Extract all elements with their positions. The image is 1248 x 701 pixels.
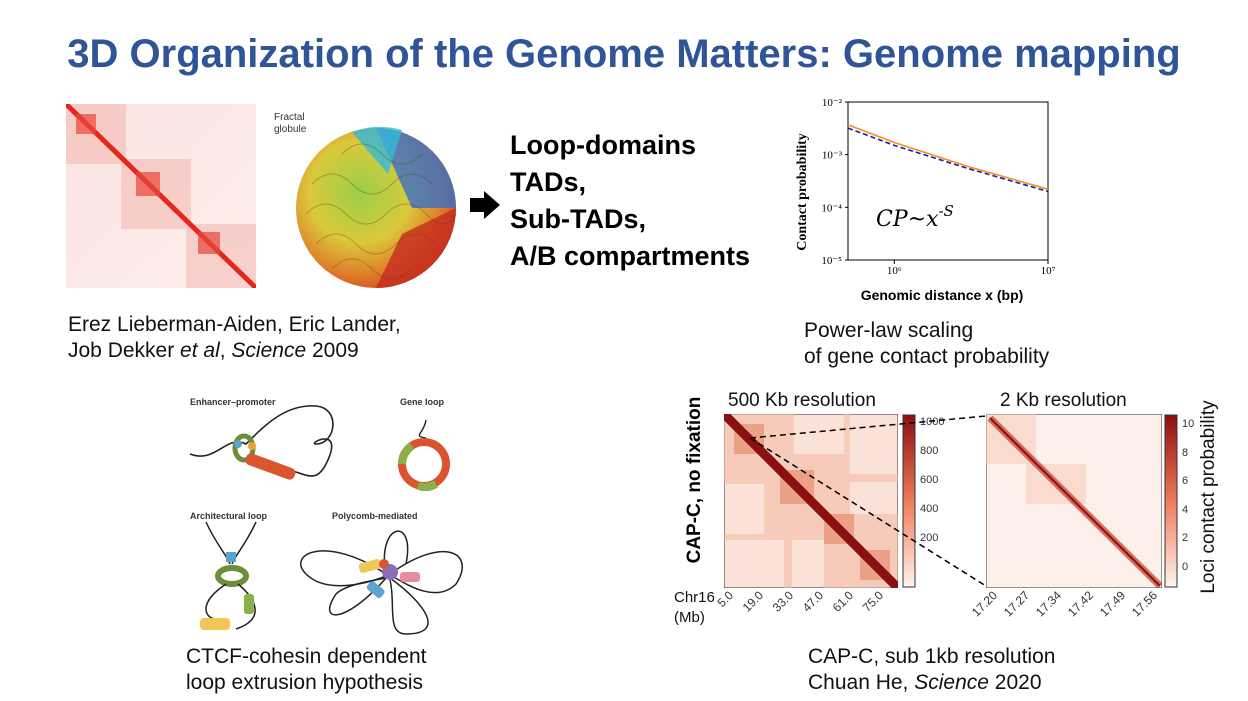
y-tick-label: 10⁻³	[822, 150, 843, 162]
series-line	[847, 127, 1049, 193]
colorbar-500kb	[902, 414, 916, 588]
x-tick-label: 10⁷	[1041, 265, 1056, 277]
structure-item: Loop-domains	[510, 130, 696, 160]
loop-extrusion-caption: CTCF-cohesin dependent loop extrusion hy…	[186, 645, 427, 694]
colorbar-tick: 200	[920, 532, 939, 544]
architectural-loop	[200, 521, 257, 630]
colorbar-tick: 1000	[920, 416, 945, 428]
map-x-tick-label: 47.0	[800, 590, 827, 615]
capc-map-500kb	[724, 414, 898, 588]
right-arrow-icon	[470, 191, 500, 219]
map-x-tick-label: 5.0	[714, 590, 736, 610]
enhancer-promoter-loop	[189, 405, 334, 480]
map-x-tick-label: 17.27	[1001, 590, 1032, 619]
colorbar-500kb-ticks: 1000 800 600 400 200	[920, 408, 944, 553]
polycomb-loops	[300, 530, 463, 635]
y-tick-label: 10⁻²	[822, 97, 843, 109]
colorbar-tick: 6	[1182, 475, 1189, 488]
map-x-tick-label: 17.42	[1065, 590, 1096, 619]
gene-loop	[398, 419, 450, 492]
map-x-tick-label: 61.0	[830, 590, 857, 615]
structure-item: A/B compartments	[510, 241, 751, 271]
structures-list: Loop-domains TADs, Sub-TADs, A/B compart…	[510, 127, 750, 275]
slide-title: 3D Organization of the Genome Matters: G…	[67, 32, 1181, 76]
architectural-loop-label: Architectural loop	[190, 511, 268, 521]
capc-x-axes: 5.0 19.0 33.0 47.0 61.0 75.0 17.20 17.27 17.34 1…	[714, 590, 1160, 619]
colorbar-tick: 4	[1182, 503, 1189, 516]
map-x-tick-label: 33.0	[770, 590, 797, 615]
map-x-tick-label: 17.34	[1033, 590, 1064, 619]
zoom-lines	[749, 415, 987, 587]
chromosome-label: Chr16 (Mb)	[674, 589, 715, 626]
colorbar-2kb-ticks: 10 8 6 4 2 0	[1182, 410, 1194, 582]
fractal-globule-image	[296, 126, 457, 288]
map-x-tick-label: 17.56	[1129, 590, 1160, 619]
resolution-label-2kb: 2 Kb resolution	[1000, 390, 1127, 411]
globule-label: Fractal globule	[274, 112, 307, 135]
colorbar-2kb	[1164, 414, 1178, 588]
x-tick-label: 10⁶	[887, 265, 902, 277]
colorbar-tick: 0	[1182, 560, 1189, 573]
map-x-tick-label: 17.20	[969, 590, 1000, 619]
gene-loop-label: Gene loop	[400, 397, 445, 407]
plot-frame	[847, 101, 1049, 261]
map-x-tick-label: 17.49	[1097, 590, 1128, 619]
y-tick-label: 10⁻⁵	[821, 255, 842, 267]
hic-citation: Erez Lieberman-Aiden, Eric Lander, Job D…	[68, 313, 401, 362]
colorbar-tick: 600	[920, 474, 939, 486]
polycomb-label: Polycomb-mediated	[332, 511, 418, 521]
colorbar-tick: 800	[920, 445, 939, 457]
map-x-tick-label: 75.0	[860, 590, 887, 615]
enhancer-promoter-label: Enhancer–promoter	[190, 397, 276, 407]
map-x-tick-label: 19.0	[740, 590, 767, 615]
capc-citation: CAP-C, sub 1kb resolution Chuan He, Scie…	[808, 645, 1056, 694]
power-law-caption: Power-law scaling of gene contact probab…	[804, 319, 1050, 368]
hic-contact-map	[66, 104, 256, 288]
colorbar-tick: 10	[1182, 418, 1195, 430]
series-line	[847, 123, 1049, 191]
colorbar-tick: 400	[920, 503, 939, 515]
colorbar-tick: 2	[1182, 532, 1189, 545]
y-tick-label: 10⁻⁴	[821, 202, 842, 214]
power-law-chart: Contact probability 10⁻² 10⁻³ 10⁻⁴ 10⁻⁵ …	[795, 97, 1056, 303]
capc-side-label: CAP-C, no fixation	[684, 396, 705, 564]
resolution-label-500kb: 500 Kb resolution	[728, 390, 876, 411]
y-axis-label: Contact probability	[795, 133, 810, 251]
capc-map-2kb	[986, 414, 1162, 588]
structure-item: TADs,	[510, 167, 587, 197]
x-axis-label: Genomic distance x (bp)	[861, 287, 1024, 303]
power-law-formula: CP~x-S	[876, 202, 954, 232]
colorbar-axis-label: Loci contact probability	[1198, 400, 1219, 594]
loop-models-diagram	[189, 405, 463, 635]
colorbar-tick: 8	[1182, 446, 1189, 459]
structure-item: Sub-TADs,	[510, 204, 646, 234]
